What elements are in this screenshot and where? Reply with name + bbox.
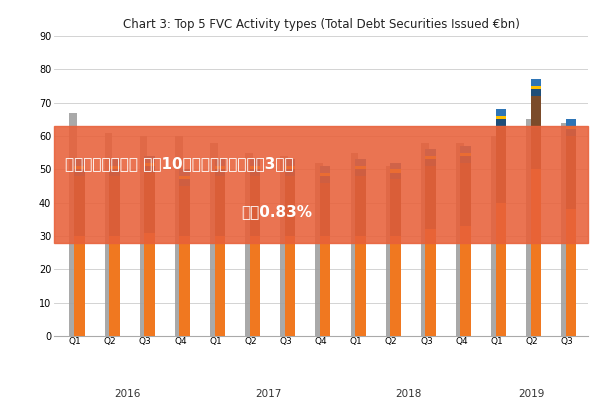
Bar	[355, 166, 365, 169]
Bar	[250, 159, 260, 166]
Bar	[285, 159, 295, 166]
Bar	[109, 159, 119, 166]
Bar	[179, 169, 190, 176]
Bar	[215, 169, 225, 176]
Bar	[70, 113, 77, 336]
Bar	[74, 236, 85, 336]
Bar	[496, 119, 506, 126]
Bar	[566, 136, 577, 209]
Bar	[425, 156, 436, 159]
Bar	[421, 143, 428, 336]
Text: 2016: 2016	[115, 389, 141, 399]
Bar	[320, 166, 331, 173]
Bar	[460, 153, 471, 156]
Bar	[496, 109, 506, 116]
Bar	[390, 173, 401, 179]
Bar	[355, 159, 365, 166]
Bar	[526, 119, 534, 336]
Bar	[215, 236, 225, 336]
Bar	[250, 166, 260, 169]
Bar	[566, 129, 577, 136]
Bar	[355, 236, 365, 336]
Bar	[562, 123, 569, 336]
Bar	[74, 169, 85, 176]
Text: 2019: 2019	[518, 389, 545, 399]
Bar	[531, 89, 541, 96]
Bar	[320, 176, 331, 183]
Bar	[285, 236, 295, 336]
Bar	[144, 173, 155, 233]
Title: Chart 3: Top 5 FVC Activity types (Total Debt Securities Issued €bn): Chart 3: Top 5 FVC Activity types (Total…	[122, 18, 520, 31]
Bar	[320, 173, 331, 176]
Bar	[456, 143, 464, 336]
Bar	[425, 229, 436, 336]
Bar	[531, 169, 541, 336]
Bar	[386, 166, 394, 336]
Bar	[179, 179, 190, 186]
Bar	[74, 159, 85, 166]
Bar	[390, 236, 401, 336]
Bar	[460, 156, 471, 163]
Bar	[460, 226, 471, 336]
Text: 2018: 2018	[395, 389, 422, 399]
Bar	[425, 166, 436, 229]
Bar	[109, 176, 119, 236]
Bar	[215, 166, 225, 169]
Bar	[179, 186, 190, 236]
Bar	[390, 179, 401, 236]
Bar	[496, 116, 506, 119]
Bar	[491, 136, 499, 336]
Bar	[140, 136, 148, 336]
Bar	[320, 183, 331, 236]
Bar	[566, 209, 577, 336]
Bar	[74, 166, 85, 169]
Bar	[215, 159, 225, 166]
Bar	[250, 176, 260, 236]
Bar	[175, 136, 182, 336]
Bar	[250, 236, 260, 336]
Bar	[109, 236, 119, 336]
Bar	[285, 166, 295, 169]
Bar	[144, 163, 155, 166]
Bar	[460, 146, 471, 153]
Bar	[104, 133, 112, 336]
Bar	[316, 163, 323, 336]
Bar	[390, 163, 401, 169]
Bar	[54, 126, 588, 243]
Bar	[250, 169, 260, 176]
Text: 2017: 2017	[255, 389, 281, 399]
Bar	[74, 176, 85, 236]
Bar	[285, 176, 295, 236]
Bar	[350, 153, 358, 336]
Bar	[245, 153, 253, 336]
Bar	[179, 236, 190, 336]
Bar	[425, 149, 436, 156]
Text: 点至0.83%: 点至0.83%	[241, 204, 312, 219]
Bar	[355, 169, 365, 176]
Bar	[144, 156, 155, 163]
Bar	[496, 126, 506, 203]
Bar	[210, 143, 218, 336]
Bar	[179, 176, 190, 179]
Bar	[566, 126, 577, 129]
Bar	[215, 176, 225, 236]
Bar	[355, 176, 365, 236]
Bar	[109, 166, 119, 169]
Bar	[460, 163, 471, 226]
Bar	[280, 156, 288, 336]
Bar	[144, 233, 155, 336]
Bar	[566, 119, 577, 126]
Bar	[144, 166, 155, 173]
Bar	[531, 86, 541, 89]
Bar	[531, 79, 541, 86]
Bar	[496, 203, 506, 336]
Bar	[390, 169, 401, 173]
Bar	[320, 236, 331, 336]
Bar	[285, 169, 295, 176]
Bar	[531, 96, 541, 169]
Text: 配资专业配资炒股 日本10年期国偶收益率下跌3个基: 配资专业配资炒股 日本10年期国偶收益率下跌3个基	[65, 156, 293, 171]
Bar	[109, 169, 119, 176]
Bar	[425, 159, 436, 166]
